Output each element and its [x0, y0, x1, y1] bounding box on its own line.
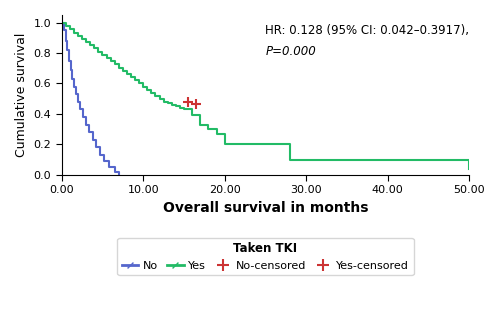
X-axis label: Overall survival in months: Overall survival in months — [162, 201, 368, 215]
Text: P=0.000: P=0.000 — [266, 45, 316, 58]
Text: HR: 0.128 (95% CI: 0.042–0.3917),: HR: 0.128 (95% CI: 0.042–0.3917), — [266, 24, 470, 37]
Y-axis label: Cumulative survival: Cumulative survival — [15, 33, 28, 157]
Point — [192, 101, 200, 107]
Point — [184, 100, 192, 105]
Legend: No, Yes, No-censored, Yes-censored: No, Yes, No-censored, Yes-censored — [118, 238, 414, 275]
